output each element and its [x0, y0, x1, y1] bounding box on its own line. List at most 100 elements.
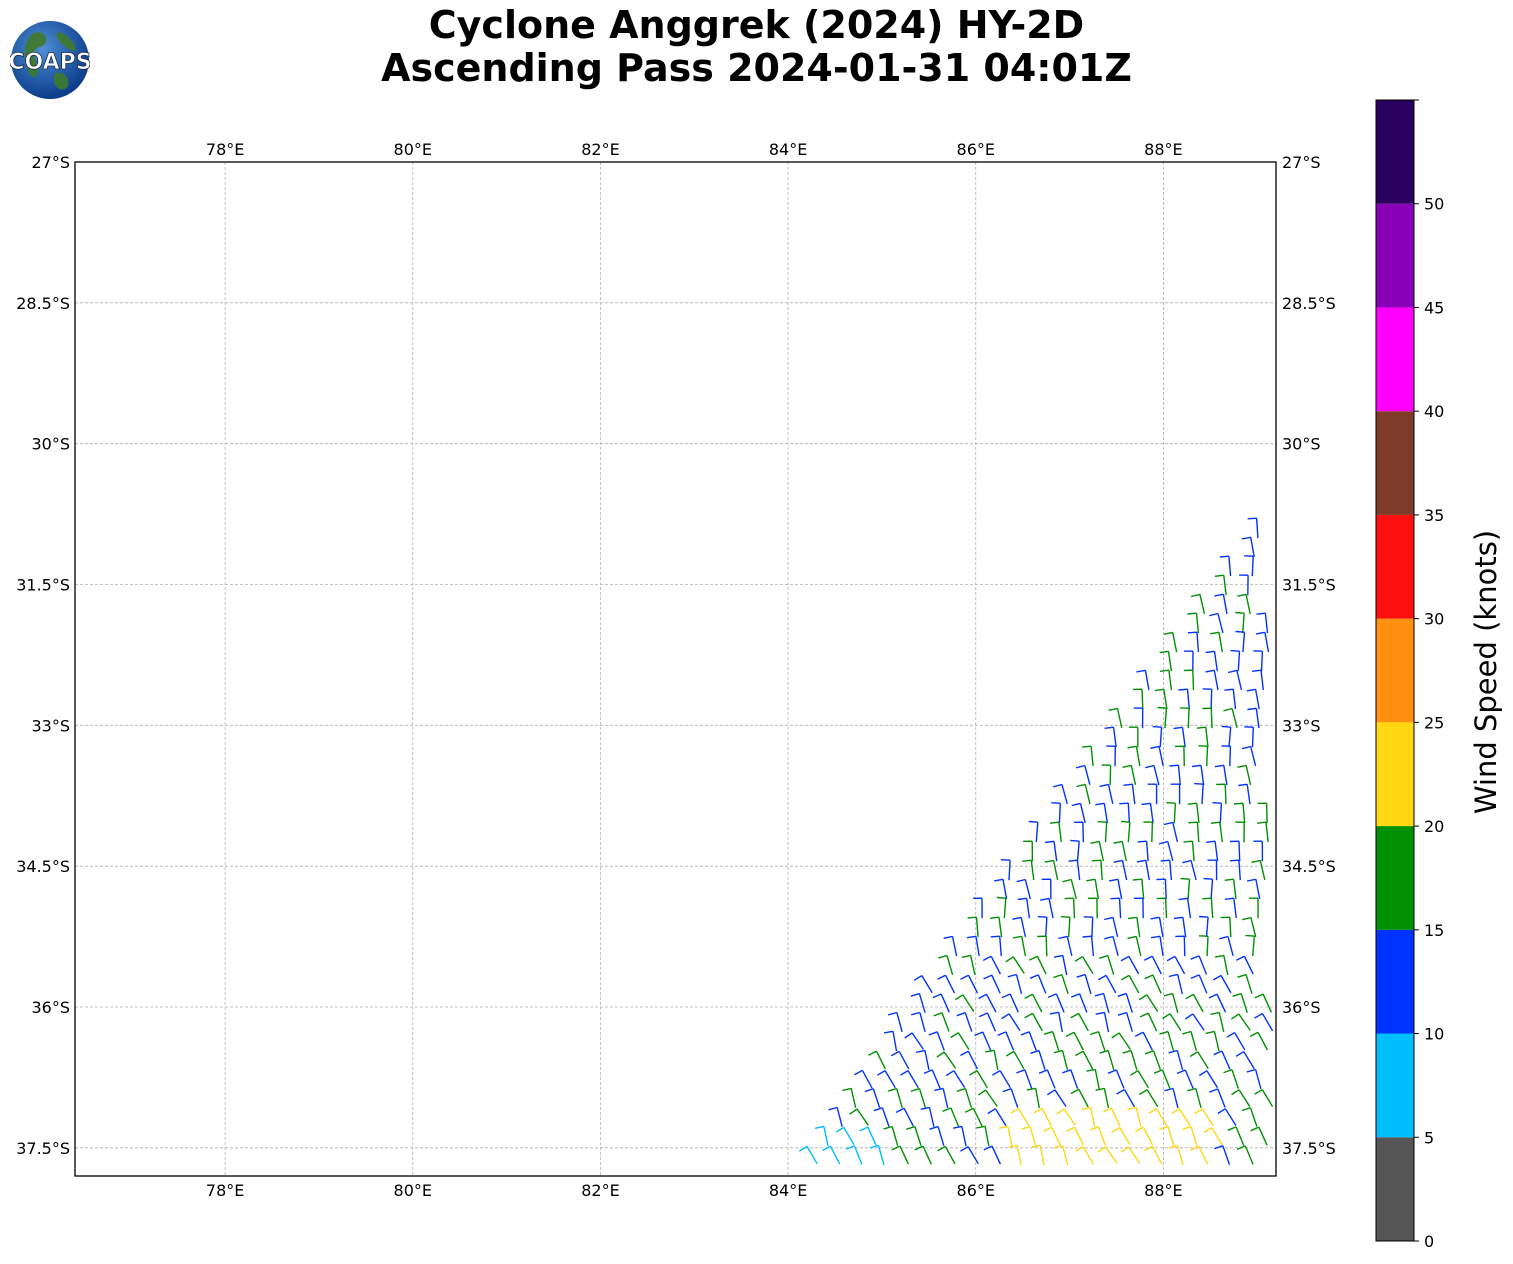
wind-barb: [1237, 764, 1252, 786]
wind-barb: [969, 1069, 988, 1089]
wind-barb: [1224, 878, 1237, 900]
colorbar-frame: [1375, 99, 1415, 1242]
wind-barb: [1232, 992, 1248, 1013]
wind-barb: [1169, 764, 1181, 786]
wind-barb: [1076, 973, 1092, 994]
wind-barb: [1062, 878, 1077, 900]
wind-barb: [1113, 840, 1127, 862]
wind-barb: [1238, 783, 1251, 805]
wind-barb: [1076, 783, 1091, 805]
wind-barb: [1136, 669, 1150, 691]
wind-barb: [1023, 840, 1034, 862]
wind-barb: [1086, 1068, 1100, 1090]
wind-barb: [1071, 802, 1086, 824]
wind-barb: [1073, 821, 1084, 843]
wind-barb: [1133, 897, 1144, 919]
wind-barb: [1166, 955, 1186, 975]
wind-barb: [1168, 1144, 1184, 1165]
wind-barb: [1001, 859, 1011, 881]
wind-barb: [1226, 1031, 1246, 1051]
lat-tick-label-left: 36°S: [31, 998, 70, 1017]
wind-barb: [1213, 1050, 1231, 1070]
wind-barb: [1060, 916, 1071, 938]
wind-barb: [1104, 726, 1117, 748]
lat-tick-label-right: 37.5°S: [1282, 1139, 1336, 1158]
wind-barb: [1202, 897, 1214, 919]
lat-tick-label-left: 28.5°S: [16, 294, 70, 313]
wind-barb: [1136, 859, 1150, 881]
wind-barb: [1097, 1146, 1118, 1164]
wind-barb: [1246, 688, 1260, 710]
wind-barb: [1017, 897, 1031, 919]
colorbar-tick-label: 25: [1424, 713, 1444, 732]
wind-barb: [932, 993, 950, 1013]
wind-barb: [1095, 1011, 1110, 1033]
wind-barb: [996, 896, 1007, 919]
wind-barb: [1120, 955, 1140, 975]
wind-barb: [1119, 802, 1131, 824]
wind-barb: [1053, 954, 1068, 976]
wind-barb: [1104, 935, 1119, 956]
wind-barb: [1163, 992, 1179, 1013]
wind-barb: [1205, 669, 1219, 691]
wind-barb: [1233, 802, 1246, 824]
wind-barb: [1190, 593, 1206, 615]
globe-logo-icon: COAPS: [10, 21, 90, 99]
colorbar-segment: [1376, 203, 1414, 308]
wind-barb: [1166, 802, 1177, 824]
wind-barb: [1231, 1089, 1251, 1107]
wind-barb: [1254, 993, 1273, 1013]
wind-barb: [956, 1012, 973, 1032]
wind-barb: [1229, 859, 1241, 881]
wind-barb: [990, 935, 1002, 957]
wind-barb: [1189, 1051, 1209, 1069]
wind-barb: [900, 1069, 919, 1089]
wind-barb: [1002, 1088, 1019, 1108]
wind-barb: [1180, 877, 1191, 900]
wind-barb: [1187, 612, 1200, 634]
colorbar-tick-label: 40: [1424, 402, 1444, 421]
wind-barb: [1183, 650, 1194, 672]
lat-tick-label-left: 27°S: [31, 153, 70, 172]
colorbar-segment: [1376, 100, 1414, 204]
wind-barb: [1024, 1012, 1043, 1032]
colorbar-segment: [1376, 618, 1414, 723]
wind-barb: [990, 916, 1003, 938]
wind-barb: [1182, 1030, 1198, 1051]
wind-barb: [978, 993, 997, 1013]
wind-barb: [967, 916, 979, 938]
wind-barb: [877, 1069, 896, 1089]
wind-barb: [1024, 993, 1043, 1013]
wind-barbs: [798, 517, 1274, 1166]
wind-barb: [1043, 1126, 1062, 1146]
colorbar-tick-label: 30: [1424, 610, 1444, 629]
wind-barb: [1158, 840, 1174, 861]
colorbar-segment: [1376, 411, 1414, 515]
wind-barb: [869, 1144, 885, 1165]
wind-barb: [1037, 916, 1048, 938]
wind-barb: [1202, 707, 1213, 729]
wind-barb: [1098, 954, 1115, 975]
wind-barb: [1139, 1012, 1158, 1032]
lon-tick-label-top: 84°E: [769, 140, 807, 159]
wind-barb: [1255, 631, 1270, 653]
wind-barb: [1117, 992, 1133, 1013]
wind-barb: [1001, 993, 1019, 1013]
wind-barb: [1086, 878, 1100, 900]
wind-barb: [798, 1145, 818, 1165]
lon-tick-label-top: 82°E: [581, 140, 619, 159]
wind-barb: [1058, 935, 1073, 957]
wind-barb: [1198, 1070, 1219, 1089]
wind-barb: [977, 1089, 998, 1107]
wind-barb: [1116, 1088, 1136, 1108]
wind-barb: [1203, 1127, 1223, 1146]
lat-tick-label-left: 30°S: [31, 435, 70, 454]
wind-barb: [1160, 859, 1173, 881]
wind-barb: [1051, 802, 1061, 824]
wind-barb: [1235, 955, 1254, 975]
wind-barb: [1150, 745, 1164, 767]
wind-barb: [890, 1050, 910, 1070]
colorbar: 0 5 10 15 20 25 30 35 40 45 50: [1375, 99, 1444, 1251]
wind-barb: [1097, 974, 1117, 994]
wind-barb: [1053, 974, 1069, 994]
